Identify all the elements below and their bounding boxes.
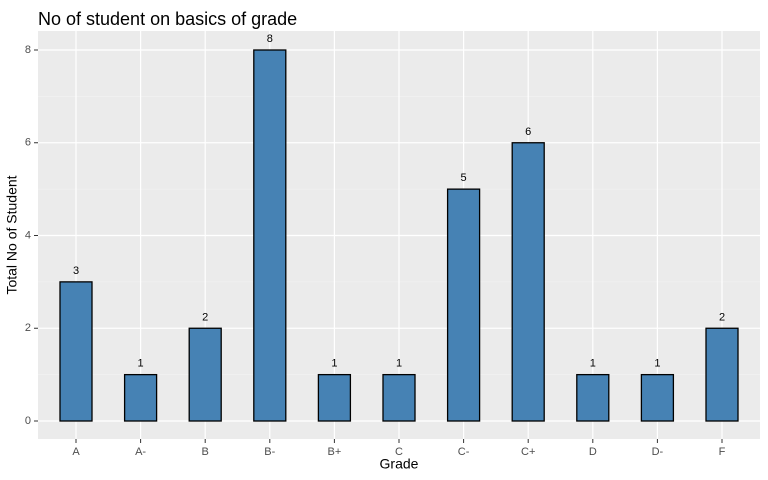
x-tick-label: A	[72, 446, 80, 458]
x-tick-label: C+	[521, 446, 535, 458]
y-axis: 0 2 4 6 8	[25, 44, 38, 427]
data-label-B: 2	[202, 311, 208, 323]
x-tick-label: D-	[652, 446, 664, 458]
bar-B+	[317, 373, 352, 422]
y-tick-label: 2	[25, 322, 31, 334]
data-label-B-: 8	[267, 33, 273, 45]
bar-B	[188, 327, 222, 422]
bar-D-	[640, 373, 675, 422]
x-tick-label: B+	[328, 446, 342, 458]
data-label-C+: 6	[525, 126, 531, 138]
x-tick-label: B	[202, 446, 209, 458]
x-axis: A A- B B- B+ C C- C+ D D- F	[72, 439, 726, 458]
data-labels: 3 1 2 8 1 1 5 6 1 1 2	[73, 33, 725, 370]
x-tick-label: A-	[135, 446, 146, 458]
bar-C-	[446, 188, 481, 422]
bar-A-	[123, 373, 158, 422]
data-label-F: 2	[719, 311, 725, 323]
x-tick-label: F	[719, 446, 726, 458]
x-tick-label: B-	[264, 446, 275, 458]
y-tick-label: 6	[25, 137, 31, 149]
y-tick-label: 8	[25, 44, 31, 56]
bar-B-	[253, 49, 287, 422]
x-axis-title: Grade	[380, 456, 419, 472]
data-label-D-: 1	[654, 358, 660, 370]
data-label-B+: 1	[331, 358, 337, 370]
bar-C	[382, 373, 416, 422]
data-label-D: 1	[590, 358, 596, 370]
bar-F	[705, 327, 739, 422]
y-tick-label: 0	[25, 415, 31, 427]
data-label-A-: 1	[138, 358, 144, 370]
data-label-A: 3	[73, 265, 79, 277]
bar-A	[59, 281, 93, 422]
data-label-C: 1	[396, 358, 402, 370]
bar-D	[576, 373, 610, 422]
chart-title: No of student on basics of grade	[38, 9, 297, 29]
data-label-C-: 5	[461, 172, 467, 184]
x-tick-label: D	[589, 446, 597, 458]
x-tick-label: C-	[458, 446, 470, 458]
bars	[59, 49, 739, 422]
y-axis-title: Total No of Student	[4, 175, 20, 294]
y-tick-label: 4	[25, 229, 31, 241]
x-tick-label: C	[395, 446, 403, 458]
bar-C+	[511, 142, 545, 422]
